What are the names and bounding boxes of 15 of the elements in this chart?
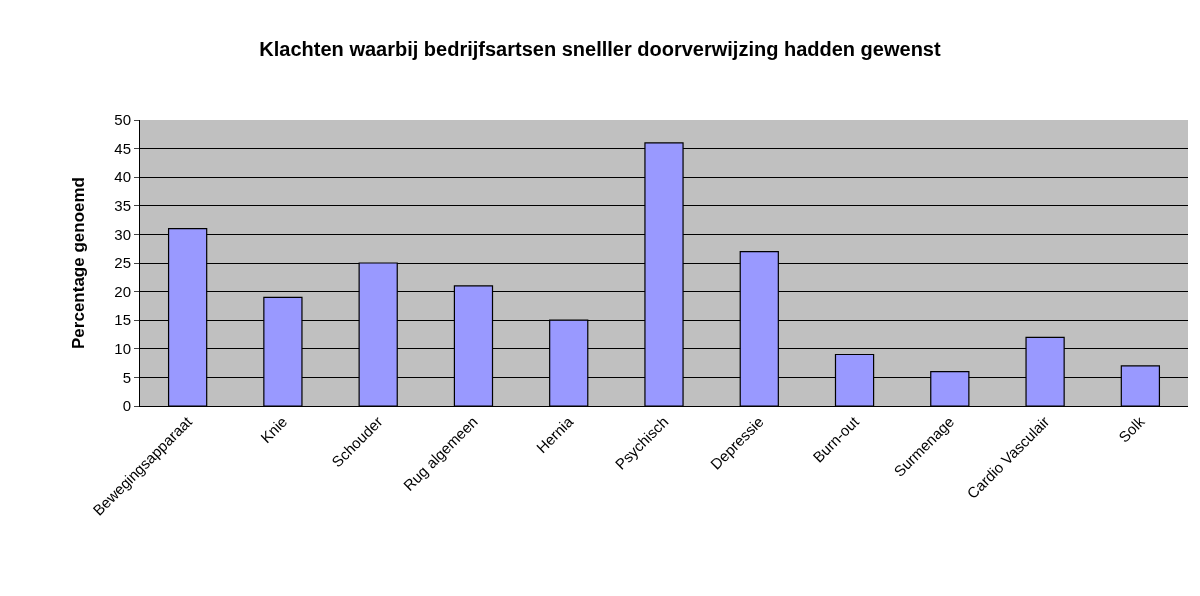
x-tick-label: Solk [1115,412,1149,446]
y-tick-label: 25 [114,254,131,272]
y-tick-label: 15 [114,311,131,329]
y-tick-label: 30 [114,225,131,243]
y-tick-label: 35 [114,197,131,215]
y-axis-title: Percentage genoemd [68,177,88,349]
y-tick-label: 50 [114,111,131,129]
y-tick-label: 5 [122,368,131,386]
y-tick-label: 10 [114,340,131,358]
chart-title: Klachten waarbij bedrijfsartsen snelller doorverwijzing hadden gewenst [259,37,941,60]
y-tick-label: 20 [114,282,131,300]
x-tick-label: Knie [257,412,291,447]
y-tick-label: 0 [122,397,131,415]
y-tick-label: 45 [114,139,131,157]
y-tick-label: 40 [114,168,131,186]
